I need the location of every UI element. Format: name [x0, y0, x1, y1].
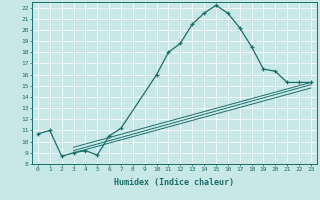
X-axis label: Humidex (Indice chaleur): Humidex (Indice chaleur) — [115, 178, 234, 187]
